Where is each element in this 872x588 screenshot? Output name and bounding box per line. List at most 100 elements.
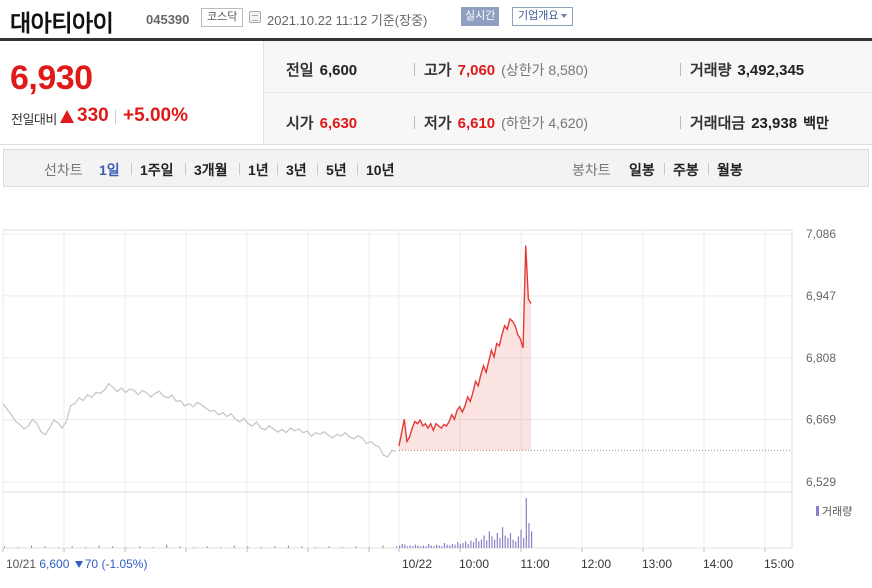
period-1w[interactable]: 1주일 — [140, 162, 174, 178]
divider — [414, 116, 415, 129]
x-tick-label: 10/22 — [402, 557, 432, 571]
volume-swatch — [816, 506, 819, 516]
volume-bar — [417, 545, 419, 548]
volume-bar — [504, 535, 506, 548]
divider — [115, 110, 116, 124]
x-tick-label: 13:00 — [642, 557, 672, 571]
row-divider — [264, 92, 872, 93]
up-triangle-icon — [60, 110, 74, 123]
volume-bar — [451, 543, 453, 548]
volume-bar — [457, 542, 459, 548]
volume-bar — [422, 545, 424, 548]
divider — [357, 163, 358, 175]
volume-bar — [314, 547, 316, 548]
y-tick-label: 6,947 — [806, 289, 836, 303]
prev-day-line — [2, 382, 397, 458]
down-triangle-icon — [74, 561, 83, 568]
volume-bar — [341, 547, 343, 548]
divider — [277, 163, 278, 175]
volume-bar — [247, 546, 249, 548]
volume-bar — [412, 546, 414, 548]
x-tick-label: 14:00 — [703, 557, 733, 571]
stats-table: 전일 6,600 고가 7,060 (상한가 8,580) 거래량 3,492,345 … — [264, 41, 872, 145]
stock-header: 대아티아이 045390 코스닥 2021.10.22 11:12 기준(장중)… — [0, 0, 872, 38]
stat-high: 고가 7,060 (상한가 8,580) — [424, 62, 589, 79]
volume-bar — [488, 531, 490, 548]
volume-bar — [523, 538, 525, 548]
volume-bar — [396, 546, 397, 548]
volume-bar — [328, 546, 330, 548]
stock-code: 045390 — [146, 12, 190, 27]
stat-volume: 거래량 3,492,345 — [690, 62, 805, 79]
volume-bar — [509, 533, 512, 548]
realtime-button[interactable]: 실시간 — [461, 7, 500, 26]
volume-bar — [420, 546, 422, 548]
divider — [185, 163, 186, 175]
volume-bar — [494, 539, 496, 548]
x-tick-label: 12:00 — [581, 557, 611, 571]
intraday-chart: 7,086 6,947 6,808 6,669 6,529 10/22 10:00 11:00… — [2, 227, 836, 571]
period-5y[interactable]: 5년 — [326, 162, 347, 178]
change-amount: 330 — [77, 105, 109, 126]
volume-bar — [85, 547, 87, 548]
caret-down-icon — [561, 14, 568, 19]
volume-bar — [71, 546, 73, 548]
volume-bar — [483, 535, 485, 548]
y-tick-label: 7,086 — [806, 227, 836, 241]
volume-bar — [17, 547, 19, 548]
stat-low: 저가 6,610 (하한가 4,620) — [424, 115, 589, 132]
volume-bar — [435, 544, 438, 548]
candle-daily[interactable]: 일봉 — [629, 162, 655, 178]
period-3m[interactable]: 3개월 — [194, 162, 228, 178]
volume-bar — [496, 533, 498, 548]
volume-bar — [443, 543, 446, 548]
divider — [680, 116, 681, 129]
volume-bar — [441, 546, 443, 548]
divider — [680, 63, 681, 76]
period-1d[interactable]: 1일 — [99, 162, 120, 178]
volume-bar — [220, 547, 222, 548]
volume-bar — [433, 546, 435, 548]
volume-bar — [274, 546, 276, 548]
volume-bar — [152, 547, 154, 548]
divider — [239, 163, 240, 175]
volume-bar — [478, 541, 480, 548]
volume-bar — [166, 544, 168, 548]
volume-bar — [399, 545, 401, 548]
volume-bar — [425, 546, 427, 548]
volume-bar — [501, 527, 504, 548]
candle-weekly[interactable]: 주봉 — [673, 162, 699, 178]
volume-bar — [301, 546, 303, 548]
period-10y[interactable]: 10년 — [366, 162, 395, 178]
period-1y[interactable]: 1년 — [248, 162, 269, 178]
period-3y[interactable]: 3년 — [286, 162, 307, 178]
volume-bar — [446, 544, 448, 548]
volume-bar — [4, 546, 5, 548]
volume-bar — [512, 539, 514, 548]
y-tick-label: 6,529 — [806, 475, 836, 489]
volume-bar — [112, 546, 114, 548]
stat-prev-close: 전일 6,600 — [286, 62, 358, 79]
change-percent: +5.00% — [123, 105, 188, 126]
volume-bar — [414, 544, 417, 548]
volume-bar — [382, 545, 384, 548]
volume-bar — [430, 545, 432, 548]
today-area-fill — [399, 245, 531, 451]
volume-bar — [459, 543, 461, 548]
divider — [414, 63, 415, 76]
stock-name: 대아티아이 — [10, 10, 114, 36]
line-chart-label: 선차트 — [44, 162, 83, 178]
company-overview-dropdown[interactable]: 기업개요 — [512, 7, 574, 26]
volume-bar — [507, 538, 509, 548]
volume-bar — [401, 543, 403, 548]
candle-monthly[interactable]: 월봉 — [717, 162, 743, 178]
volume-bar — [31, 545, 33, 548]
divider — [664, 163, 665, 175]
change-label: 전일대비 — [11, 112, 57, 127]
volume-bar — [465, 541, 467, 548]
volume-bar — [475, 538, 477, 548]
volume-bar — [355, 546, 357, 548]
stat-amount: 거래대금 23,938 백만 — [690, 115, 829, 132]
volume-bar — [517, 536, 519, 548]
volume-bar — [98, 545, 100, 548]
